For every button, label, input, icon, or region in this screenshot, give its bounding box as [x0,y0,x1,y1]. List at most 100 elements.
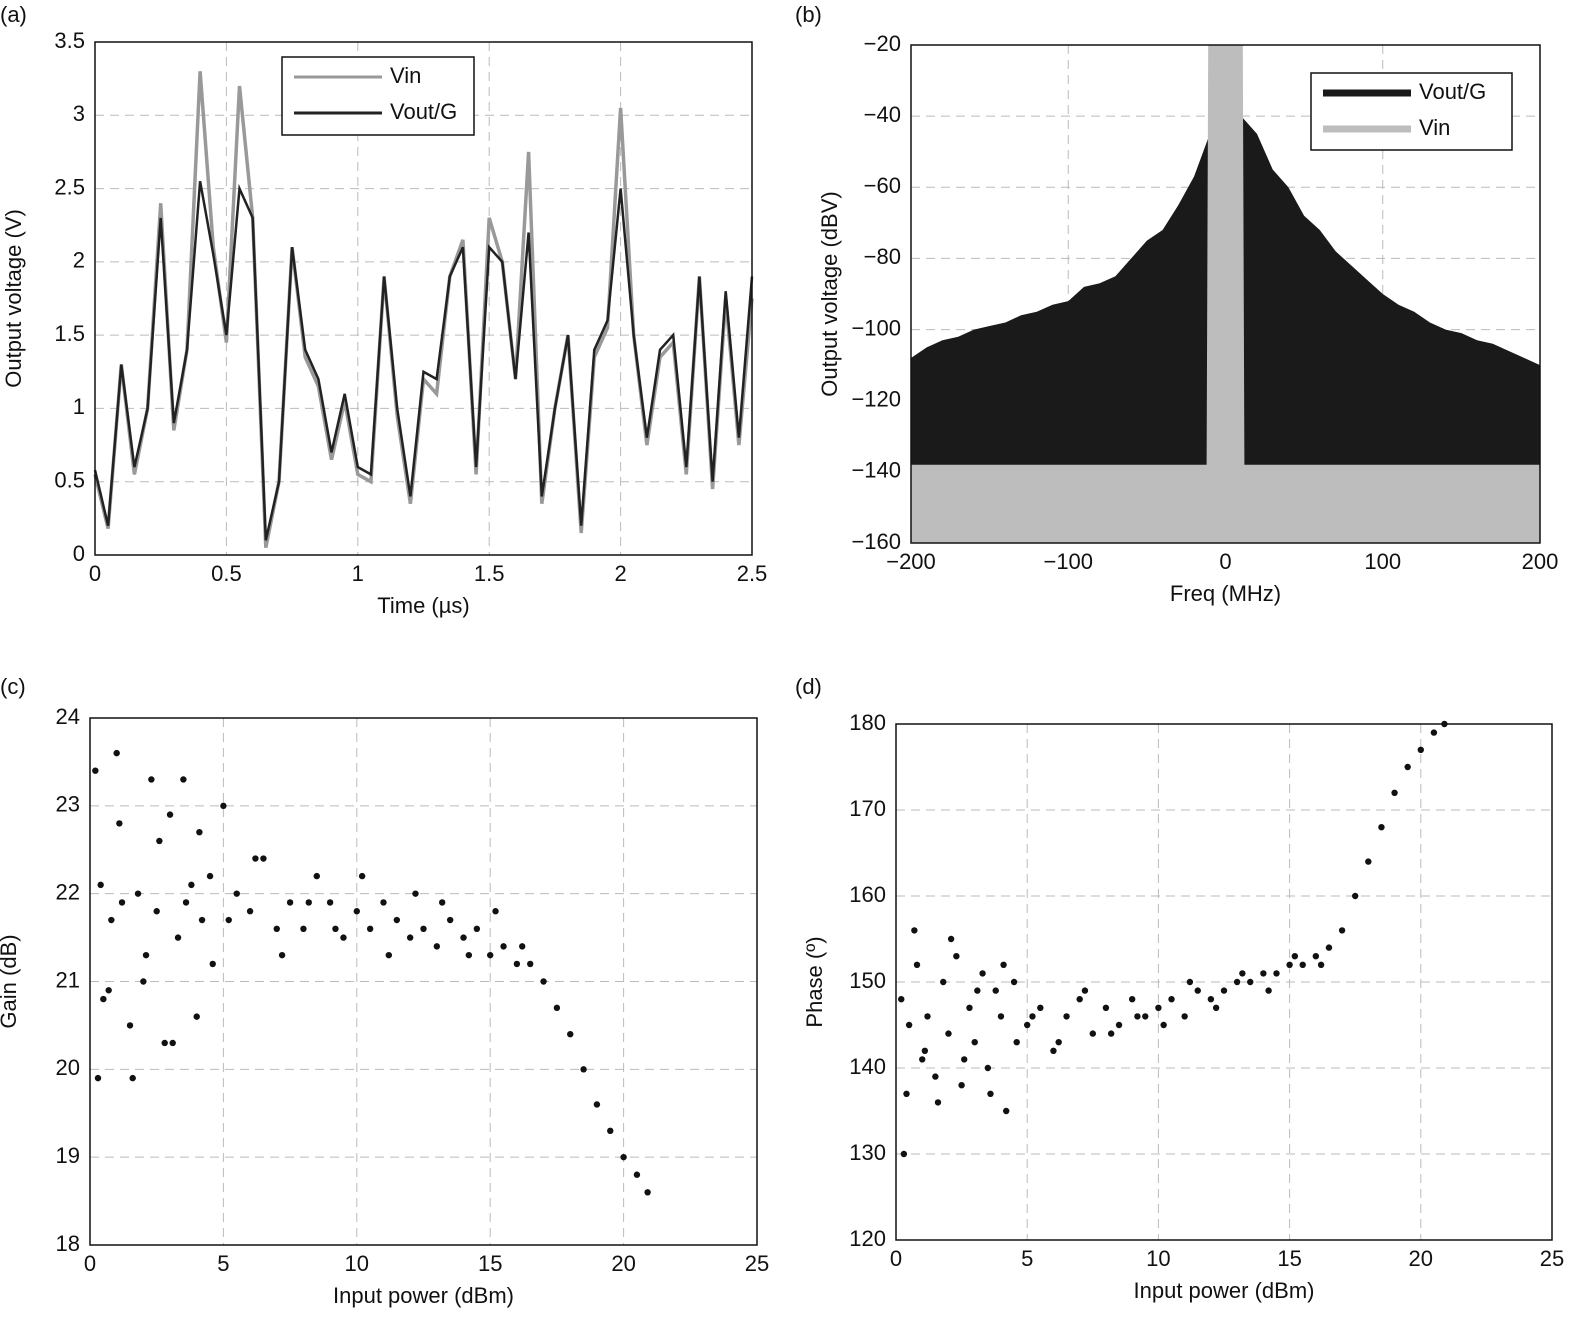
x-tick-label: 0 [1219,549,1231,574]
x-axis-label: Time (µs) [377,593,470,618]
point [1404,763,1411,771]
point [913,961,921,968]
point [1013,1039,1020,1046]
point [1181,1013,1188,1020]
legend-box [1310,72,1513,151]
y-axis-label: Gain (dB) [0,934,21,1028]
point [1155,1004,1162,1011]
point [1391,789,1398,796]
point [987,1090,994,1098]
y-tick-label: −20 [864,31,901,56]
x-tick-label: 25 [745,1251,769,1276]
point [1102,1004,1110,1011]
point [385,951,393,959]
point [340,934,347,941]
point [974,987,981,994]
point [1239,970,1246,977]
point [1160,1021,1167,1029]
point [1168,996,1175,1003]
x-tick-label: 0.5 [211,561,242,586]
y-axis-label: Output voltage (dBV) [817,191,842,396]
point [196,828,203,836]
point [156,837,163,845]
panel-label: (d) [795,674,822,699]
plot-frame [89,717,758,1246]
y-tick-label: 120 [849,1226,886,1251]
point [966,1004,973,1011]
point [953,953,960,960]
point [233,890,240,897]
point [1325,944,1333,951]
point [540,978,547,985]
x-tick-label: 100 [1364,549,1401,574]
x-tick-label: 200 [1522,549,1559,574]
point [1286,961,1293,968]
point [220,802,227,810]
point [1312,953,1320,960]
area [911,45,1540,543]
x-tick-label: −200 [886,549,936,574]
y-tick-label: 23 [56,792,80,817]
point [260,855,267,862]
point [273,925,280,932]
x-tick-label: 0 [84,1251,96,1276]
y-axis-label: Phase (º) [802,936,827,1027]
point [997,1013,1005,1020]
point [1207,996,1215,1003]
point [420,925,427,932]
point [1115,1021,1123,1029]
panel-label: (c) [0,674,26,699]
point [278,951,286,959]
y-tick-label: 170 [849,796,886,821]
point [934,1099,942,1106]
panel-label: (a) [0,2,27,27]
point [1365,858,1372,865]
y-tick-label: 2.5 [54,174,85,199]
point [900,1150,908,1158]
point [1128,996,1136,1003]
point [1417,746,1425,753]
point [513,960,521,968]
x-tick-label: 1.5 [474,561,505,586]
point [1037,1004,1044,1011]
point [286,899,294,906]
legend-label: Vin [390,63,421,88]
y-tick-label: −160 [851,529,901,554]
point [180,776,187,783]
y-tick-label: 130 [849,1140,886,1165]
x-tick-label: 5 [217,1251,229,1276]
x-axis-label: Input power (dBm) [333,1283,514,1308]
point [252,855,259,862]
x-tick-label: 2 [614,561,626,586]
point [924,1013,931,1020]
y-tick-label: −100 [851,315,901,340]
y-tick-label: 3 [73,101,85,126]
x-axis-label: Input power (dBm) [1134,1278,1315,1303]
x-axis-label: Freq (MHz) [1170,581,1281,606]
point [580,1066,587,1073]
plot-frame [910,44,1541,544]
point [1134,1013,1141,1020]
point [206,872,214,880]
x-tick-label: 0 [890,1246,902,1271]
point [393,916,401,924]
panel: (d) Input power (dBm) Phase (º) 0 5 10 15 20 25 1… [795,674,1564,1303]
point [193,1013,200,1020]
point [465,951,473,959]
point [142,951,150,959]
point [174,934,182,941]
point [446,916,454,924]
point [313,872,320,880]
point [134,890,142,897]
point [148,776,155,783]
panel: (b)Freq (MHz)Output voltage (dBV)−200 −10… [795,2,1558,606]
y-tick-label: 22 [56,879,80,904]
point [1142,1013,1149,1020]
legend-label: Vout/G [390,99,457,124]
point [182,899,190,906]
point [1273,970,1280,977]
plot-frame [94,41,753,556]
point [1260,970,1267,977]
point [1265,987,1272,994]
